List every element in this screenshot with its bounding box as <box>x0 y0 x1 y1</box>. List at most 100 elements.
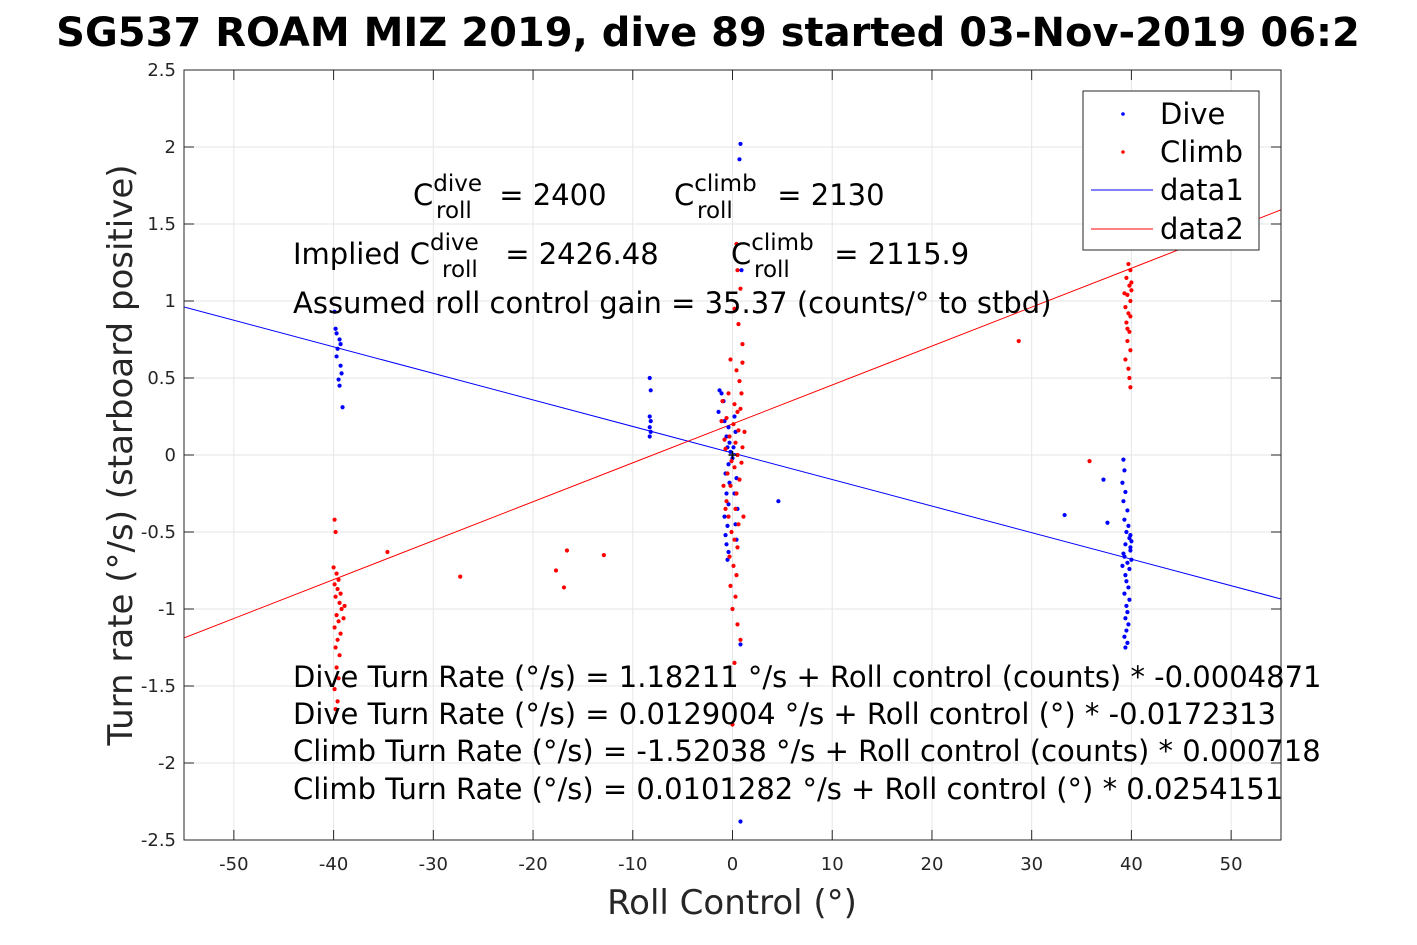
annotation-c-climb: Cclimb roll = 2130 <box>674 171 885 224</box>
y-tick-label: 1.5 <box>147 214 176 235</box>
point-climb <box>730 606 735 612</box>
point-climb <box>734 368 739 373</box>
point-dive <box>1124 579 1129 584</box>
point-climb <box>732 660 737 666</box>
y-tick-label: -2 <box>158 753 176 774</box>
point-climb <box>732 465 737 470</box>
point-climb <box>730 722 735 727</box>
point-climb <box>728 357 733 362</box>
point-climb <box>740 445 745 450</box>
point-dive <box>648 388 653 393</box>
point-climb <box>333 707 338 712</box>
point-dive <box>1126 585 1131 590</box>
point-dive <box>648 419 653 424</box>
point-climb <box>737 477 742 482</box>
point-dive <box>733 522 738 527</box>
point-climb <box>735 452 740 458</box>
point-dive <box>1120 563 1125 568</box>
point-climb <box>336 577 341 582</box>
point-dive <box>333 326 338 331</box>
point-dive <box>1120 480 1125 485</box>
point-dive <box>1126 622 1131 627</box>
point-climb <box>731 422 736 427</box>
point-dive <box>1122 591 1127 596</box>
point-climb <box>1125 338 1130 344</box>
point-dive <box>339 371 344 376</box>
y-tick-label: -1.5 <box>141 676 176 697</box>
point-climb <box>332 582 337 587</box>
x-tick-label: 40 <box>1120 854 1143 875</box>
point-climb <box>734 241 739 247</box>
point-climb <box>1127 329 1132 334</box>
annotations: Cdive roll = 2400 Cclimb roll = 2130 Impli… <box>293 171 1321 806</box>
point-climb <box>1126 311 1131 316</box>
point-climb <box>332 686 337 692</box>
point-climb <box>1125 326 1130 331</box>
point-dive <box>739 268 744 273</box>
y-tick-labels: -2.5 -2 -1.5 -1 -0.5 0 0.5 1 1.5 2 2.5 <box>141 60 176 851</box>
y-axis-label: Turn rate (°/s) (starboard positive) <box>101 164 141 746</box>
x-tick-label: -40 <box>319 854 348 875</box>
point-dive <box>726 425 731 430</box>
point-climb <box>1126 261 1131 267</box>
point-dive <box>724 542 729 547</box>
point-climb <box>337 600 342 605</box>
point-dive <box>719 391 724 396</box>
point-dive <box>726 462 731 467</box>
point-dive <box>724 434 729 439</box>
point-climb <box>733 594 738 599</box>
point-dive <box>1125 560 1130 565</box>
point-climb <box>725 471 730 476</box>
point-climb <box>1087 459 1092 464</box>
point-climb <box>335 637 340 642</box>
point-climb <box>719 419 724 424</box>
point-dive <box>1123 573 1128 578</box>
point-climb <box>733 506 738 511</box>
point-climb <box>335 699 340 704</box>
point-climb <box>729 459 734 464</box>
point-dive <box>1121 551 1126 556</box>
point-dive <box>724 491 729 496</box>
point-dive <box>1123 489 1128 495</box>
point-climb <box>458 574 463 579</box>
point-dive <box>334 354 339 359</box>
point-climb <box>336 676 341 681</box>
point-climb <box>727 434 732 439</box>
point-climb <box>724 499 729 504</box>
point-climb <box>564 548 570 553</box>
point-dive <box>1124 603 1129 609</box>
point-dive <box>1128 532 1133 538</box>
point-dive <box>726 549 731 555</box>
point-climb <box>336 619 341 624</box>
x-tick-label: 0 <box>727 854 738 875</box>
point-dive <box>1125 609 1130 615</box>
point-climb <box>561 585 567 590</box>
point-climb <box>738 637 743 642</box>
point-climb <box>334 665 339 670</box>
point-dive <box>1121 457 1126 462</box>
point-climb <box>1129 288 1134 293</box>
series-group <box>184 141 1281 824</box>
point-climb <box>338 591 343 596</box>
point-climb <box>742 429 747 434</box>
point-dive <box>1126 523 1131 528</box>
point-dive <box>1105 520 1110 525</box>
point-dive <box>1128 545 1133 550</box>
point-dive <box>647 425 652 430</box>
x-axis-label: Roll Control (°) <box>607 883 857 923</box>
point-climb <box>722 437 727 442</box>
point-dive <box>647 434 652 439</box>
point-climb <box>735 545 740 550</box>
point-climb <box>332 517 337 522</box>
y-tick-label: -1 <box>158 599 176 620</box>
point-climb <box>729 529 734 535</box>
point-dive <box>332 309 337 314</box>
legend-box <box>1082 90 1260 251</box>
point-climb <box>339 606 344 612</box>
legend-label-climb: Climb <box>1160 135 1243 169</box>
point-climb <box>732 306 737 311</box>
annotation-eq-4: Climb Turn Rate (°/s) = 0.0101282 °/s + … <box>293 772 1283 806</box>
point-climb <box>333 529 338 535</box>
point-climb <box>1128 268 1133 273</box>
point-dive <box>1125 508 1130 513</box>
